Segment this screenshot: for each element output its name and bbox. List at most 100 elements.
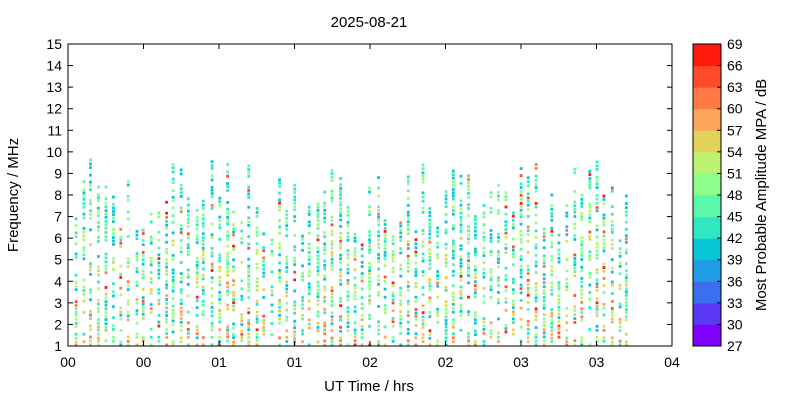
data-point bbox=[157, 276, 161, 280]
data-point bbox=[610, 299, 614, 303]
data-point bbox=[226, 293, 230, 297]
data-point bbox=[497, 236, 500, 239]
data-point bbox=[610, 205, 614, 209]
data-point bbox=[316, 288, 320, 292]
data-point bbox=[588, 291, 592, 294]
data-point bbox=[444, 318, 448, 322]
data-point bbox=[421, 293, 425, 296]
data-point bbox=[330, 264, 334, 268]
data-point bbox=[119, 293, 123, 297]
data-point bbox=[595, 328, 599, 332]
data-point bbox=[201, 277, 205, 281]
data-point bbox=[557, 241, 561, 245]
data-point bbox=[557, 252, 561, 256]
data-point bbox=[428, 207, 432, 211]
data-point bbox=[149, 263, 153, 267]
data-point bbox=[353, 290, 357, 294]
data-point bbox=[588, 272, 592, 275]
data-point bbox=[557, 284, 561, 288]
data-point bbox=[316, 215, 320, 219]
data-point bbox=[307, 318, 311, 322]
data-point bbox=[504, 324, 508, 327]
data-point bbox=[339, 207, 343, 211]
data-point bbox=[112, 239, 115, 243]
data-point bbox=[542, 261, 546, 265]
data-point bbox=[360, 318, 364, 322]
data-point bbox=[135, 343, 139, 347]
data-point bbox=[467, 214, 470, 218]
data-point bbox=[624, 237, 628, 241]
data-point bbox=[519, 325, 523, 329]
data-point bbox=[89, 339, 92, 343]
data-point bbox=[226, 255, 230, 259]
data-point bbox=[550, 340, 554, 344]
data-point bbox=[624, 248, 628, 252]
data-point bbox=[414, 246, 418, 250]
data-point bbox=[406, 261, 410, 265]
data-point bbox=[602, 238, 606, 242]
data-point bbox=[526, 332, 530, 335]
data-point bbox=[346, 205, 350, 209]
data-point bbox=[149, 220, 153, 224]
data-point bbox=[226, 207, 230, 211]
data-point bbox=[428, 222, 432, 226]
data-point bbox=[368, 287, 371, 291]
data-point bbox=[330, 311, 334, 315]
data-point bbox=[573, 171, 577, 175]
data-point bbox=[179, 194, 183, 198]
data-point bbox=[504, 300, 508, 304]
data-point bbox=[580, 247, 584, 251]
data-point bbox=[399, 228, 403, 232]
data-point bbox=[383, 219, 387, 223]
data-point bbox=[255, 310, 259, 314]
data-point bbox=[97, 336, 100, 340]
data-point bbox=[201, 242, 205, 246]
data-point bbox=[218, 283, 222, 287]
data-point bbox=[526, 320, 530, 323]
data-point bbox=[346, 321, 350, 325]
data-point bbox=[247, 235, 251, 239]
data-point bbox=[624, 269, 628, 273]
data-point bbox=[82, 197, 86, 201]
data-point bbox=[573, 234, 577, 238]
x-tick-label: 01 bbox=[211, 354, 227, 370]
data-point bbox=[421, 311, 425, 315]
data-point bbox=[226, 244, 230, 248]
data-point bbox=[226, 281, 230, 285]
data-point bbox=[74, 235, 78, 239]
data-point bbox=[339, 190, 343, 194]
data-point bbox=[201, 310, 205, 313]
data-point bbox=[360, 287, 364, 291]
colorbar-tick-label: 42 bbox=[727, 230, 743, 246]
data-point bbox=[428, 214, 432, 218]
data-point bbox=[89, 313, 92, 317]
data-point bbox=[602, 194, 606, 198]
data-point bbox=[270, 310, 274, 314]
data-point bbox=[270, 333, 274, 336]
data-point bbox=[421, 240, 425, 244]
data-point bbox=[316, 280, 320, 284]
data-point bbox=[602, 302, 606, 306]
data-point bbox=[179, 172, 183, 176]
data-point bbox=[414, 299, 418, 303]
data-point bbox=[406, 254, 410, 258]
data-point bbox=[436, 256, 440, 260]
data-point bbox=[602, 269, 606, 273]
data-point bbox=[171, 308, 175, 312]
data-point bbox=[414, 324, 418, 327]
data-point bbox=[557, 320, 561, 323]
data-point bbox=[482, 287, 486, 290]
data-point bbox=[104, 267, 108, 271]
data-point bbox=[97, 210, 100, 214]
data-point bbox=[135, 336, 139, 339]
data-point bbox=[504, 251, 508, 254]
data-point bbox=[82, 246, 86, 250]
data-point bbox=[301, 307, 304, 310]
data-point bbox=[497, 191, 500, 194]
x-tick-label: 04 bbox=[664, 354, 680, 370]
data-point bbox=[226, 170, 230, 174]
data-point bbox=[179, 291, 183, 295]
data-point bbox=[451, 191, 455, 195]
data-point bbox=[141, 243, 145, 247]
data-point bbox=[135, 284, 139, 287]
